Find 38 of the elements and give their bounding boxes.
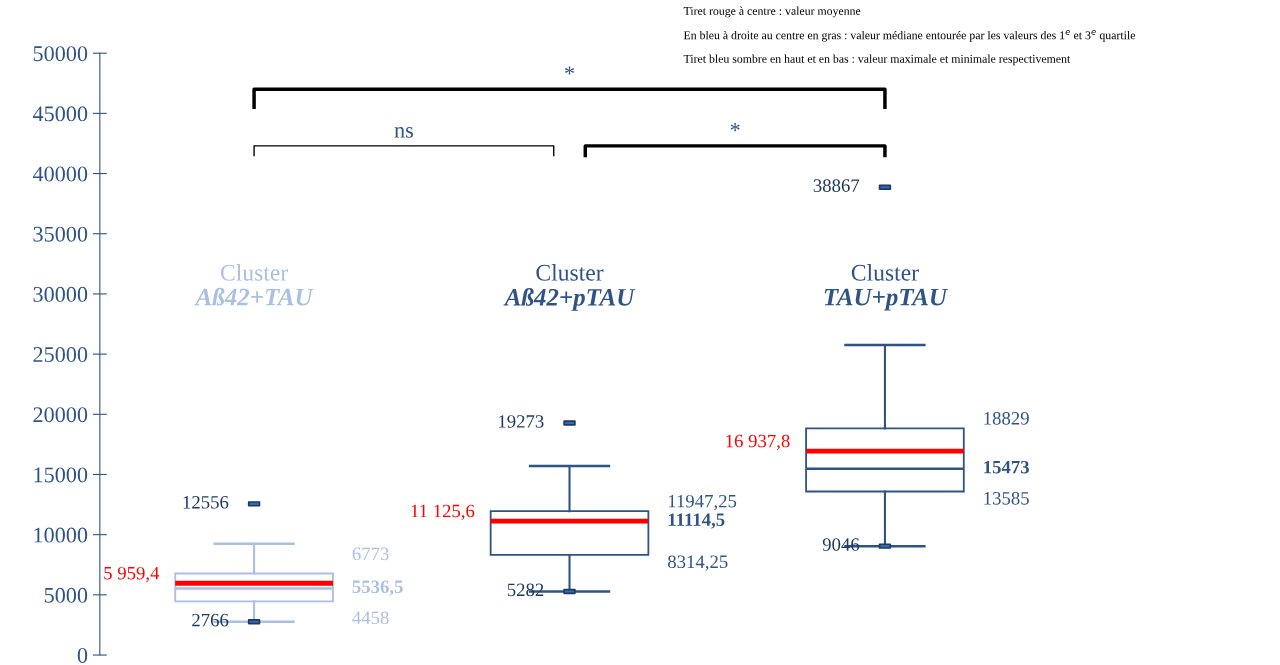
annotation: 5536,5 [352,580,403,596]
annotation: 11114,5 [668,513,725,529]
x-tick-label: Cluster Aß42+pTAU [503,264,636,311]
y-tick-label: 50000 [33,46,88,62]
y-tick-label: 0 [77,647,88,663]
y-tick-label: 20000 [33,407,88,423]
text: 13585 [984,491,1029,505]
y-tick-label: 25000 [33,347,88,363]
x-tick-label: Cluster TAU+pTAU [824,264,949,311]
annotation: 16 937,8 [726,434,790,451]
text: 5 959,4 [104,566,160,583]
annotation: 11947,25 [668,494,737,511]
annotation: ns [394,127,413,138]
y-tick-label: 40000 [32,166,88,182]
x-tick-label: Cluster Aß42+TAU [194,264,314,306]
annotation: 9046 [822,538,860,551]
y-tick-label: 5000 [44,587,88,603]
annotation: * [730,122,740,132]
annotation: 19273 [499,415,544,428]
y-tick-label: 30000 [33,286,88,302]
annotation: 38867 [813,179,860,192]
annotation: 11 125,6 [411,504,475,520]
y-tick-label: 35000 [33,226,88,242]
y-tick-label: 45000 [32,106,88,122]
text: 15473 [984,460,1029,474]
annotation: 5282 [507,583,544,597]
text: 18829 [984,412,1029,425]
y-tick-label: 15000 [34,467,88,483]
annotation: 6773 [352,547,389,561]
text: 2766 [192,613,229,627]
annotation: 4458 [352,611,389,625]
annotation: Tiret bleu sombre en haut et en bas : valeur maximale et minimale respectivement [683,54,1071,66]
text: 12556 [183,495,229,509]
y-tick-label: 10000 [34,527,88,543]
text: En bleu à droite au centre en gras : valeur médiane entourée par les valeurs des 1$^{e}$ et 3$^{e}$ quartile [683,30,1136,42]
annotation: 8314,25 [668,555,728,571]
annotation: * [565,66,574,75]
text: Tiret rouge à centre : valeur moyenne [683,6,861,18]
